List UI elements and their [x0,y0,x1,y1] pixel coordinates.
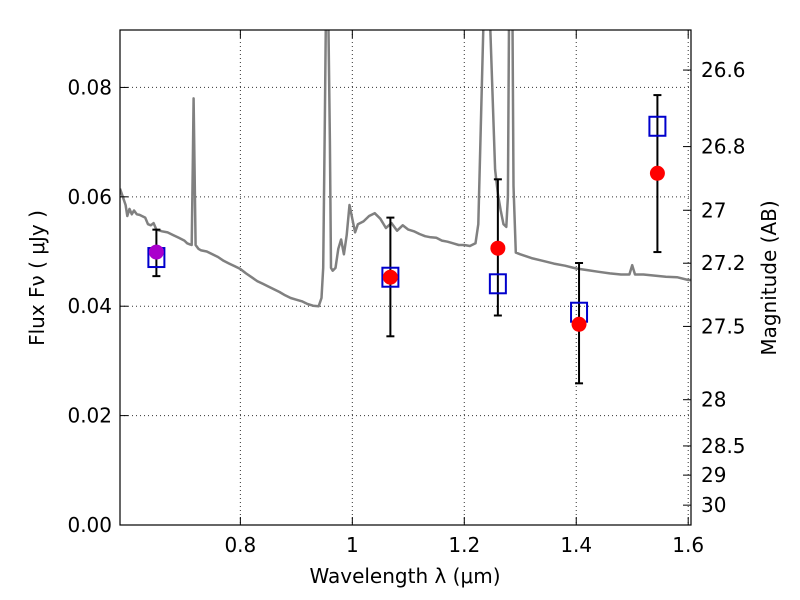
model-flux-squares [147,115,667,323]
y-tick-label: 0.08 [67,75,112,99]
plot-area [120,30,691,385]
model-flux-square [488,273,507,295]
y2-axis: 26.6 26.8 27 27.2 27.5 28 28.5 29 30 [683,58,746,517]
grid-lines [120,30,691,526]
y2-tick-label: 26.8 [701,135,746,159]
x-axis: 0.8 1 1.2 1.4 1.6 [224,30,704,557]
x-tick-label: 1 [346,533,359,557]
observed-flux-point [490,240,506,256]
y2-tick-label: 27.5 [701,314,746,338]
observed-flux-point [148,244,164,260]
y2-tick-label: 27.2 [701,251,746,275]
y2-tick-label: 27 [701,198,726,222]
observed-flux-point [571,316,587,332]
y-axis: 0.00 0.02 0.04 0.06 0.08 [67,75,128,537]
x-tick-label: 1.6 [672,533,704,557]
x-tick-label: 1.4 [560,533,592,557]
y-tick-label: 0.00 [67,513,112,537]
plot-frame [119,29,692,526]
y-axis-label: Flux Fν ( μJy ) [25,210,49,346]
observed-flux-point [649,165,665,181]
x-tick-label: 0.8 [224,533,256,557]
y-tick-label: 0.06 [67,185,112,209]
model-spectrum-line [120,30,691,308]
observed-flux-point [382,269,398,285]
y2-tick-label: 29 [701,463,726,487]
y2-tick-label: 26.6 [701,58,746,82]
y-tick-label: 0.02 [67,404,112,428]
observed-flux-points [148,165,665,332]
y2-axis-label: Magnitude (AB) [757,200,781,355]
model-flux-square [648,115,667,137]
y-tick-label: 0.04 [67,294,112,318]
y2-tick-label: 28.5 [701,434,746,458]
y2-tick-label: 28 [701,388,726,412]
x-tick-label: 1.2 [448,533,480,557]
error-bars [152,94,662,385]
model-flux-square [381,266,400,288]
y2-tick-label: 30 [701,493,726,517]
x-axis-label: Wavelength λ (μm) [309,564,500,588]
